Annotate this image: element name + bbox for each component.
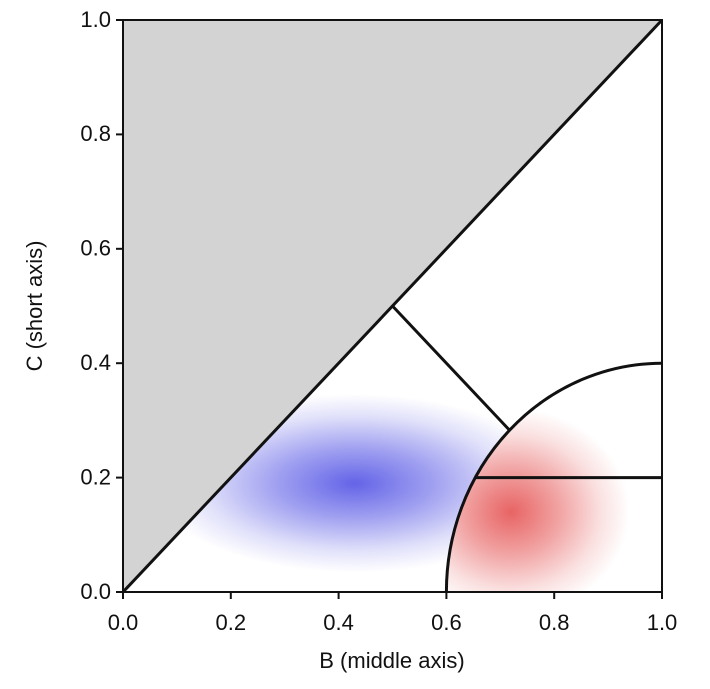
plot-frame bbox=[122, 19, 663, 593]
x-tick-label: 0.2 bbox=[216, 610, 247, 635]
x-tick-label: 1.0 bbox=[647, 610, 678, 635]
x-axis-label: B (middle axis) bbox=[319, 648, 464, 673]
y-tick-label: 0.4 bbox=[80, 350, 111, 375]
x-tick-label: 0.6 bbox=[431, 610, 462, 635]
x-tick-label: 0.0 bbox=[108, 610, 139, 635]
y-tick-label: 0.0 bbox=[80, 579, 111, 604]
y-tick-label: 0.8 bbox=[80, 121, 111, 146]
y-tick-label: 1.0 bbox=[80, 7, 111, 32]
y-tick-label: 0.2 bbox=[80, 464, 111, 489]
x-tick-label: 0.4 bbox=[323, 610, 354, 635]
y-tick-label: 0.6 bbox=[80, 236, 111, 261]
boundary-arc bbox=[444, 361, 663, 593]
boundary-line bbox=[391, 304, 511, 432]
y-axis-label: C (short axis) bbox=[22, 241, 47, 372]
x-tick-label: 0.8 bbox=[539, 610, 570, 635]
